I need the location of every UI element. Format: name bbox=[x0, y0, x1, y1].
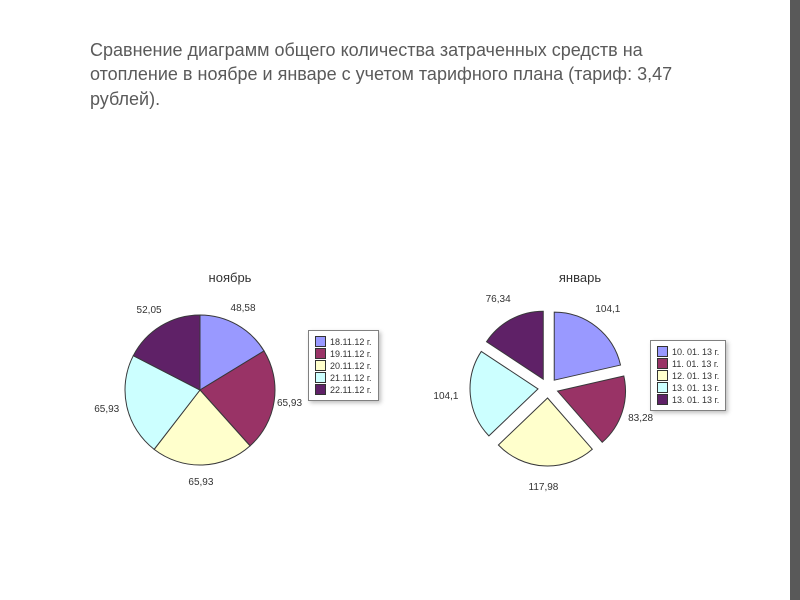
pie-data-label: 83,28 bbox=[628, 413, 653, 424]
legend-item: 13. 01. 13 г. bbox=[657, 382, 719, 393]
legend-swatch bbox=[315, 372, 326, 383]
legend-january: 10. 01. 13 г. 11. 01. 13 г. 12. 01. 13 г. 1… bbox=[650, 340, 726, 411]
pie-data-label: 65,93 bbox=[277, 398, 302, 409]
pie-data-label: 65,93 bbox=[94, 404, 119, 415]
legend-swatch bbox=[315, 348, 326, 359]
legend-label: 12. 01. 13 г. bbox=[672, 371, 719, 381]
pie-data-label: 104,1 bbox=[433, 391, 458, 402]
legend-item: 22.11.12 г. bbox=[315, 384, 372, 395]
legend-label: 22.11.12 г. bbox=[330, 385, 372, 395]
legend-label: 21.11.12 г. bbox=[330, 373, 372, 383]
legend-item: 18.11.12 г. bbox=[315, 336, 372, 347]
slide-title: Сравнение диаграмм общего количества зат… bbox=[90, 38, 730, 111]
legend-item: 11. 01. 13 г. bbox=[657, 358, 719, 369]
pie-data-label: 104,1 bbox=[595, 304, 620, 315]
pie-slice bbox=[554, 312, 620, 380]
legend-item: 13. 01. 13 г. bbox=[657, 394, 719, 405]
pie-data-label: 117,98 bbox=[529, 482, 559, 493]
legend-label: 18.11.12 г. bbox=[330, 337, 372, 347]
legend-item: 20.11.12 г. bbox=[315, 360, 372, 371]
legend-label: 20.11.12 г. bbox=[330, 361, 372, 371]
legend-swatch bbox=[657, 394, 668, 405]
legend-label: 19.11.12 г. bbox=[330, 349, 372, 359]
chart-title-november: ноябрь bbox=[80, 270, 380, 285]
pie-data-label: 48,58 bbox=[231, 303, 256, 314]
legend-swatch bbox=[315, 336, 326, 347]
chart-title-january: январь bbox=[430, 270, 730, 285]
legend-swatch bbox=[657, 346, 668, 357]
pie-data-label: 65,93 bbox=[188, 477, 213, 488]
side-shadow bbox=[790, 0, 800, 600]
legend-item: 19.11.12 г. bbox=[315, 348, 372, 359]
legend-swatch bbox=[315, 384, 326, 395]
legend-item: 10. 01. 13 г. bbox=[657, 346, 719, 357]
legend-swatch bbox=[657, 370, 668, 381]
legend-swatch bbox=[657, 358, 668, 369]
pie-data-label: 52,05 bbox=[137, 305, 162, 316]
legend-label: 13. 01. 13 г. bbox=[672, 383, 719, 393]
legend-swatch bbox=[315, 360, 326, 371]
legend-label: 11. 01. 13 г. bbox=[672, 359, 719, 369]
legend-november: 18.11.12 г. 19.11.12 г. 20.11.12 г. 21.11.1… bbox=[308, 330, 379, 401]
legend-item: 21.11.12 г. bbox=[315, 372, 372, 383]
pie-data-label: 76,34 bbox=[486, 294, 511, 305]
legend-item: 12. 01. 13 г. bbox=[657, 370, 719, 381]
legend-label: 13. 01. 13 г. bbox=[672, 395, 719, 405]
legend-swatch bbox=[657, 382, 668, 393]
slide: { "title_text": "Сравнение диаграмм обще… bbox=[0, 0, 800, 600]
legend-label: 10. 01. 13 г. bbox=[672, 347, 719, 357]
